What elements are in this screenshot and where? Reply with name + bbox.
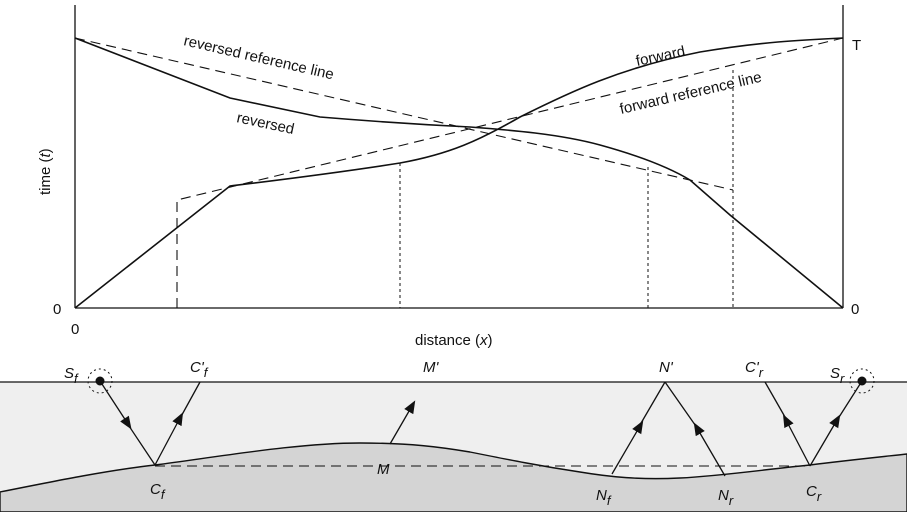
diagram: reversed reference line forward reversed… <box>0 0 907 512</box>
point-name: N <box>596 487 607 504</box>
point-label: C'f <box>190 359 209 380</box>
point-name: S <box>64 365 74 382</box>
point-label: M <box>377 461 390 478</box>
point-subscript: r <box>729 493 734 508</box>
point-name: C' <box>745 359 760 376</box>
point-name: C <box>806 483 817 500</box>
point-name: M <box>377 461 390 478</box>
point-subscript: r <box>759 365 764 380</box>
label: T <box>852 37 861 54</box>
label: reversed reference line <box>182 32 335 83</box>
page: {"plot": { "labels": {"reversed_referenc… <box>0 0 907 512</box>
point-name: C' <box>190 359 205 376</box>
label: forward reference line <box>618 69 763 118</box>
point-name: M' <box>423 359 439 376</box>
axis-zero: 0 <box>851 301 859 318</box>
axis-zero: 0 <box>53 301 61 318</box>
point-subscript: r <box>817 489 822 504</box>
point-name: C <box>150 481 161 498</box>
time-distance-plot: reversed reference line forward reversed… <box>37 5 861 349</box>
point-subscript: r <box>840 371 845 386</box>
label: forward <box>634 43 686 70</box>
point-name: N' <box>659 359 674 376</box>
point-name: N <box>718 487 729 504</box>
point-label: M' <box>423 359 439 376</box>
point-name: S <box>830 365 840 382</box>
y-axis-title: time (t) <box>37 148 54 195</box>
axis-zero: 0 <box>71 321 79 338</box>
point-label: C'r <box>745 359 764 380</box>
label: reversed <box>235 109 296 138</box>
x-axis-title: distance (x) <box>415 332 493 349</box>
point-label: N' <box>659 359 674 376</box>
point-subscript: f <box>204 365 209 380</box>
